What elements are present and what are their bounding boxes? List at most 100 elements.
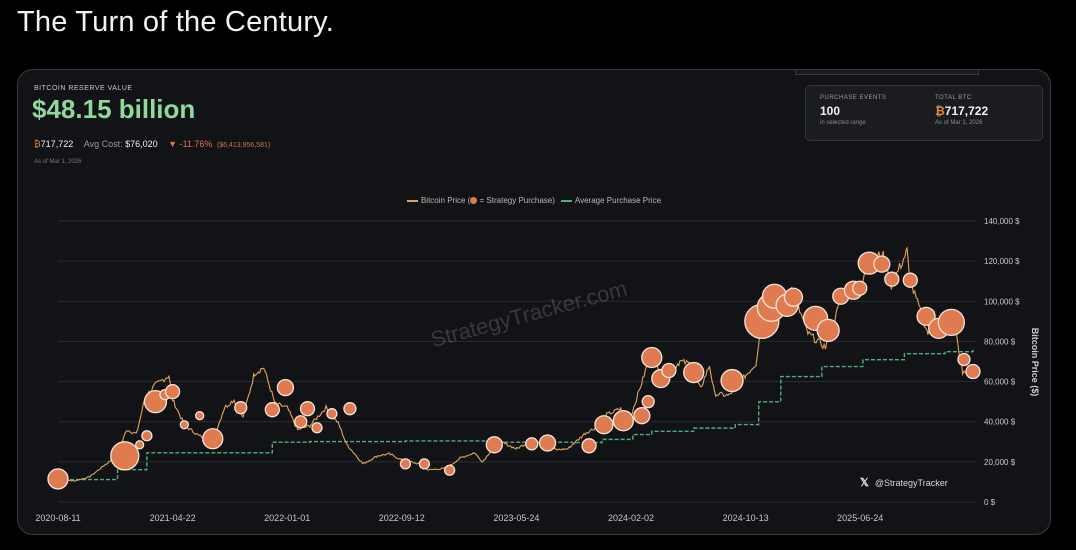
tab-stub <box>795 70 979 75</box>
purchase-bubble <box>234 401 248 415</box>
as-of-date: As of Mar 1, 2026 <box>34 159 82 165</box>
page-headline: The Turn of the Century. <box>17 6 334 38</box>
purchase-bubble <box>276 378 295 397</box>
y-tick-label: 40,000 $ <box>984 418 1016 427</box>
purchase-bubble <box>957 352 971 367</box>
total-btc-amount: 717,722 <box>944 104 989 118</box>
reserve-stats: ₿717,722 Avg Cost: $76,020 ▼ -11.76% ($6… <box>34 139 270 149</box>
y-tick-label: 140,000 $ <box>984 217 1020 226</box>
purchase-bubble <box>641 394 655 409</box>
purchase-bubble <box>294 415 308 429</box>
purchase-bubble <box>873 255 891 273</box>
y-tick-label: 120,000 $ <box>984 257 1020 266</box>
price-line <box>57 246 974 482</box>
purchase-events-value: 100 <box>820 104 841 118</box>
purchase-bubble <box>594 415 614 435</box>
btc-amount: 717,722 <box>40 139 74 149</box>
y-tick-label: 60,000 $ <box>984 378 1016 387</box>
reserve-value: $48.15 billion <box>32 94 196 124</box>
purchase-bubble <box>916 306 936 326</box>
total-btc-value: ₿717,722 <box>935 104 988 118</box>
handle-text: @StrategyTracker <box>874 478 948 488</box>
x-tick-label: 2022-01-01 <box>264 513 310 523</box>
total-btc-sub: As of Mar 1, 2026 <box>935 120 983 126</box>
purchase-bubble <box>612 410 634 432</box>
purchase-bubble <box>965 363 981 380</box>
purchase-bubbles <box>47 251 981 490</box>
change-amount: ($6,413,956,581) <box>216 142 271 149</box>
purchase-bubble <box>902 272 918 288</box>
purchase-bubble <box>783 287 804 307</box>
avg-purchase-series <box>58 349 974 481</box>
purchase-bubble <box>135 440 145 450</box>
price-line-swatch <box>406 199 418 202</box>
purchase-bubble <box>299 401 316 417</box>
purchase-bubble <box>683 361 705 384</box>
purchase-bubble <box>661 362 677 379</box>
purchase-bubble <box>641 346 663 369</box>
y-axis-label: Bitcoin Price ($) <box>1030 328 1040 397</box>
social-handle[interactable]: 𝕏 @StrategyTracker <box>860 476 948 489</box>
total-btc-block: TOTAL BTC ₿717,722 As of Mar 1, 2026 <box>935 95 988 126</box>
purchase-dot-icon <box>470 197 478 205</box>
purchase-bubble <box>485 436 503 454</box>
purchase-bubble <box>525 437 539 451</box>
purchase-bubble <box>326 408 338 420</box>
purchase-bubble <box>164 383 181 400</box>
purchase-bubble <box>343 402 357 416</box>
purchase-bubble <box>179 420 189 430</box>
x-tick-label: 2024-02-02 <box>608 513 654 523</box>
x-tick-label: 2022-09-12 <box>379 513 425 523</box>
y-tick-label: 0 $ <box>984 498 996 507</box>
purchase-bubble <box>399 458 412 470</box>
purchase-bubble <box>47 468 69 490</box>
avg-purchase-line <box>58 349 974 481</box>
bitcoin-icon: ₿ <box>935 104 945 118</box>
y-tick-label: 100,000 $ <box>984 297 1020 306</box>
purchase-bubble <box>538 434 557 452</box>
legend-purchase-label: = Strategy Purchase) <box>477 196 555 205</box>
purchase-bubble <box>633 407 651 425</box>
chart-legend: Bitcoin Price ( = Strategy Purchase) Aver… <box>18 196 1050 205</box>
y-tick-label: 80,000 $ <box>984 337 1016 346</box>
x-logo-icon: 𝕏 <box>860 477 869 489</box>
x-tick-label: 2023-05-24 <box>493 513 539 523</box>
purchase-bubble <box>311 422 323 434</box>
price-chart: 0 $ 20,000 $ 40,000 $ 60,000 $ 80,000 $ 100,0… <box>35 217 1040 523</box>
legend-avg-label: Average Purchase Price <box>574 196 662 205</box>
y-axis-ticks: 0 $ 20,000 $ 40,000 $ 60,000 $ 80,000 $ 100,0… <box>984 217 1020 507</box>
purchase-events-sub: in selected range <box>820 120 866 126</box>
purchase-bubble <box>852 280 868 296</box>
summary-panel: PURCHASE EVENTS 100 in selected range TO… <box>805 85 1043 141</box>
x-axis-ticks: 2020-08-11 2021-04-22 2022-01-01 2022-09-12… <box>35 513 883 523</box>
price-series <box>57 246 974 482</box>
bitcoin-icon: ₿ <box>34 139 41 149</box>
purchase-bubble <box>816 318 840 343</box>
purchase-bubble <box>141 430 153 442</box>
purchase-bubble <box>720 368 744 393</box>
purchase-bubble <box>884 271 900 287</box>
purchase-events-block: PURCHASE EVENTS 100 in selected range <box>820 95 887 126</box>
purchase-bubble <box>581 438 597 454</box>
x-tick-label: 2024-10-13 <box>723 513 769 523</box>
chart-grid <box>58 220 976 503</box>
purchase-bubble <box>937 308 965 337</box>
total-btc-label: TOTAL BTC <box>935 95 972 101</box>
purchase-bubble <box>110 441 140 471</box>
avg-cost-label: Avg Cost: <box>83 139 123 149</box>
change-percent: ▼ -11.76% <box>168 139 213 149</box>
x-tick-label: 2025-06-24 <box>837 513 883 523</box>
purchase-bubble <box>418 458 431 470</box>
purchase-bubble <box>202 428 224 450</box>
avg-line-swatch <box>560 199 572 202</box>
x-tick-label: 2021-04-22 <box>150 513 196 523</box>
x-tick-label: 2020-08-11 <box>35 513 80 523</box>
reserve-label: BITCOIN RESERVE VALUE <box>34 85 133 92</box>
legend-price-label: Bitcoin Price ( <box>420 196 471 205</box>
y-tick-label: 20,000 $ <box>984 458 1016 467</box>
purchase-bubble <box>443 464 456 476</box>
purchase-bubble <box>264 402 280 418</box>
reserve-card: BITCOIN RESERVE VALUE $48.15 billion ₿71… <box>17 69 1051 535</box>
purchase-bubble <box>195 411 205 421</box>
purchase-events-label: PURCHASE EVENTS <box>820 95 887 101</box>
